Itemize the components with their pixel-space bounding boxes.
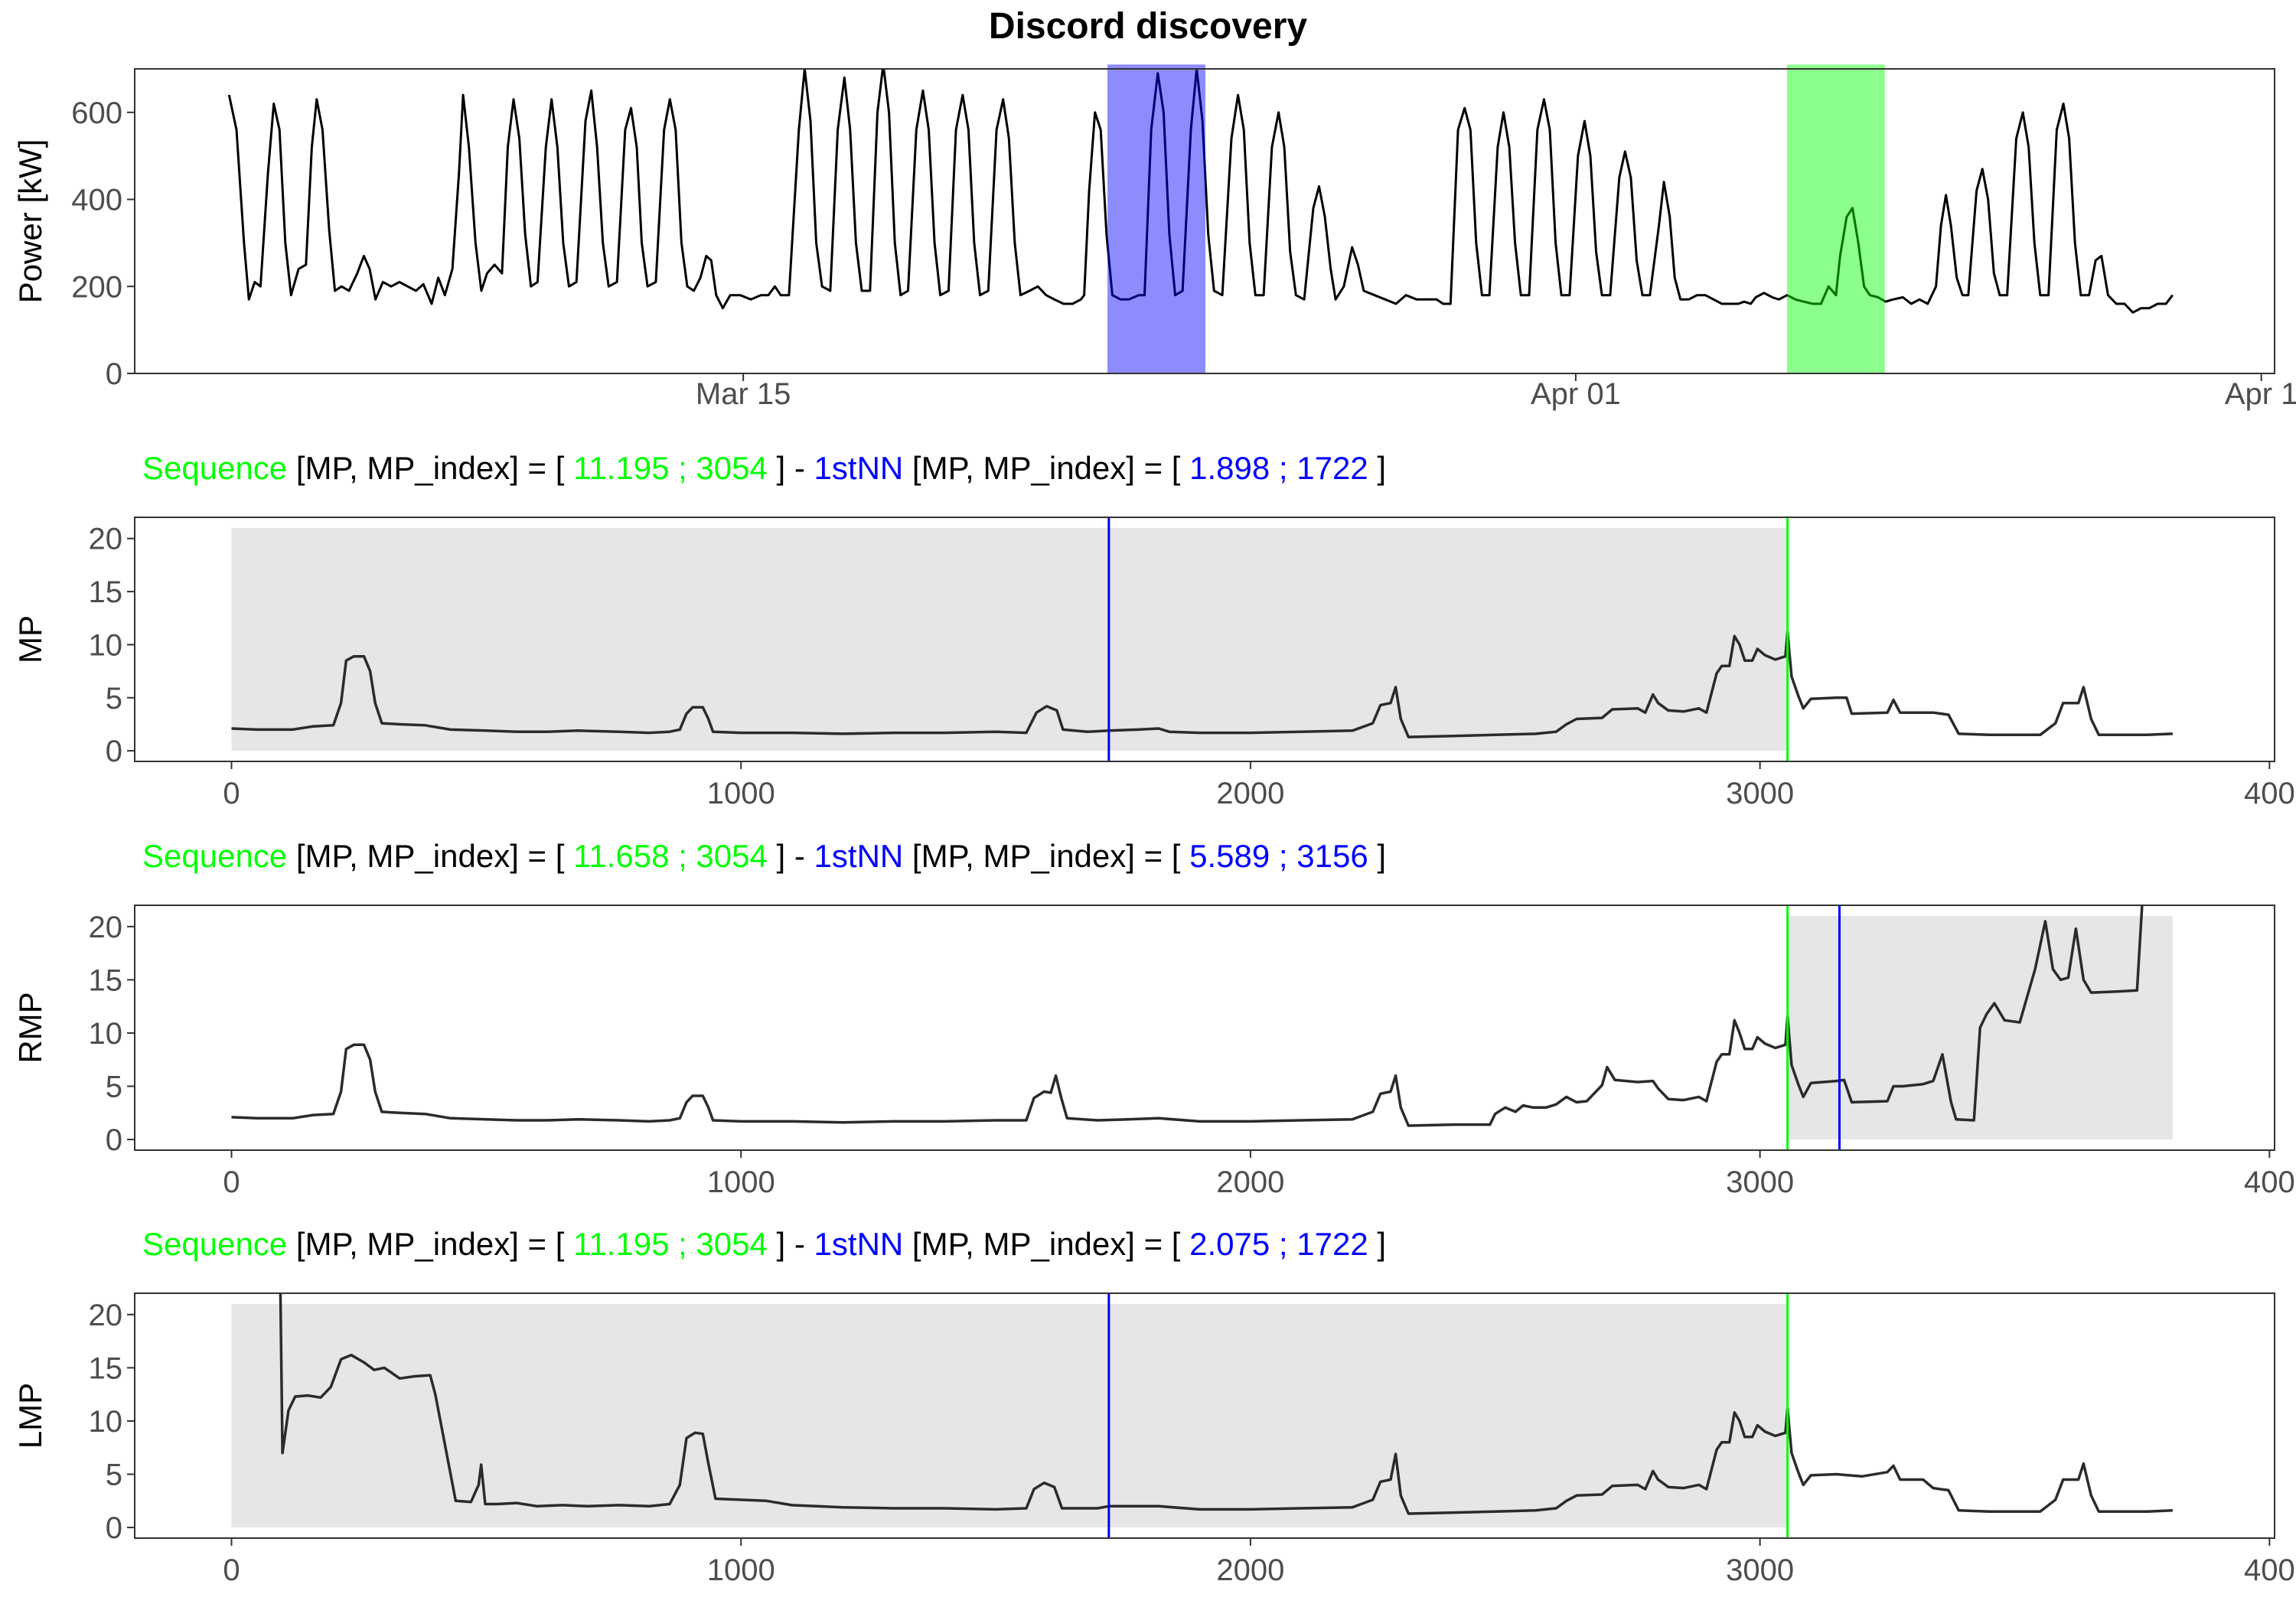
x-tick-label: 1000	[707, 1165, 775, 1199]
panel-power-kw-: 0 200 400 600 Mar 15 Apr 01 Apr 1 Power [kW]	[12, 64, 2296, 411]
plot-frame	[134, 1292, 2275, 1539]
y-tick-label: 0	[106, 735, 122, 768]
subtitle-nn-value: 5.589 ; 3156	[1189, 838, 1368, 874]
subtitle-bracket: [MP, MP_index] = [	[903, 1226, 1189, 1262]
subtitle-bracket: [MP, MP_index] = [	[287, 1226, 573, 1262]
y-tick-label: 0	[106, 357, 122, 391]
panel-subtitle: Sequence [MP, MP_index] = [ 11.195 ; 305…	[142, 1226, 1386, 1262]
panel-rmp: 0 5 10 15 20 0 1000 2000 3000 400 RMP Sequence [MP,…	[12, 838, 2295, 1199]
y-tick-label: 200	[71, 270, 122, 304]
subtitle-sequence-value: 11.195 ; 3054	[573, 450, 768, 486]
y-tick-label: 20	[89, 1299, 123, 1332]
subtitle-separator: ] -	[768, 1226, 814, 1262]
x-tick-label: 2000	[1216, 1553, 1284, 1587]
subtitle-end: ]	[1368, 1226, 1386, 1262]
shaded-region	[231, 527, 1788, 751]
y-axis-label: Power [kW]	[12, 139, 48, 304]
subtitle-nn-label: 1stNN	[814, 450, 904, 486]
nearest-neighbor-highlight	[1107, 64, 1205, 374]
y-axis-label: RMP	[12, 992, 48, 1063]
x-tick-label: Apr 01	[1531, 377, 1621, 411]
x-tick-label: Apr 1	[2225, 377, 2296, 411]
x-tick-label: 0	[223, 1553, 240, 1587]
y-tick-label: 5	[106, 1459, 122, 1492]
x-tick-label: 0	[223, 777, 240, 810]
subtitle-bracket: [MP, MP_index] = [	[287, 450, 573, 486]
y-tick-label: 15	[89, 963, 123, 997]
panel-lmp: 0 5 10 15 20 0 1000 2000 3000 400 LMP Sequence [MP,…	[12, 1226, 2295, 1587]
subtitle-end: ]	[1368, 450, 1386, 486]
subtitle-bracket: [MP, MP_index] = [	[903, 838, 1189, 874]
y-tick-label: 10	[89, 1405, 123, 1439]
series-line	[279, 1293, 2173, 1515]
panel-subtitle: Sequence [MP, MP_index] = [ 11.195 ; 305…	[142, 450, 1386, 486]
subtitle-sequence-label: Sequence	[142, 1226, 287, 1262]
y-tick-label: 10	[89, 628, 123, 662]
series-line	[227, 69, 2174, 314]
y-tick-label: 15	[89, 575, 123, 609]
x-tick-label: 1000	[707, 777, 775, 810]
x-tick-label: 0	[223, 1165, 240, 1199]
x-tick-label: 3000	[1726, 1165, 1794, 1199]
subtitle-sequence-value: 11.195 ; 3054	[573, 1226, 768, 1262]
series-line	[231, 631, 2173, 738]
x-tick-label: 2000	[1216, 1165, 1284, 1199]
subtitle-separator: ] -	[768, 838, 814, 874]
y-tick-label: 600	[71, 96, 122, 130]
x-tick-label: 1000	[707, 1553, 775, 1587]
x-tick-label: 2000	[1216, 777, 1284, 810]
x-tick-label: 400	[2244, 1165, 2295, 1199]
y-tick-label: 0	[106, 1511, 122, 1545]
subtitle-nn-label: 1stNN	[814, 1226, 904, 1262]
x-tick-label: 3000	[1726, 1553, 1794, 1587]
subtitle-nn-value: 2.075 ; 1722	[1189, 1226, 1368, 1262]
discord-highlight	[1786, 64, 1885, 374]
series-line	[231, 905, 2144, 1127]
figure-title: Discord discovery	[989, 6, 1307, 47]
y-tick-label: 0	[106, 1123, 122, 1157]
subtitle-sequence-value: 11.658 ; 3054	[573, 838, 768, 874]
shaded-region	[231, 1303, 1788, 1528]
subtitle-bracket: [MP, MP_index] = [	[287, 838, 573, 874]
y-tick-label: 20	[89, 911, 123, 944]
x-tick-label: 400	[2244, 777, 2295, 810]
subtitle-sequence-label: Sequence	[142, 838, 287, 874]
subtitle-nn-label: 1stNN	[814, 838, 904, 874]
x-tick-label: 3000	[1726, 777, 1794, 810]
subtitle-end: ]	[1368, 838, 1386, 874]
subtitle-bracket: [MP, MP_index] = [	[903, 450, 1189, 486]
y-tick-label: 10	[89, 1017, 123, 1051]
panel-subtitle: Sequence [MP, MP_index] = [ 11.658 ; 305…	[142, 838, 1386, 874]
y-tick-label: 5	[106, 1071, 122, 1104]
y-axis-label: MP	[12, 615, 48, 663]
x-tick-label: 400	[2244, 1553, 2295, 1587]
plot-frame	[134, 68, 2275, 374]
y-tick-label: 20	[89, 523, 123, 556]
plot-frame	[134, 905, 2275, 1151]
subtitle-nn-value: 1.898 ; 1722	[1189, 450, 1368, 486]
y-tick-label: 400	[71, 184, 122, 217]
y-tick-label: 15	[89, 1351, 123, 1385]
panel-mp: 0 5 10 15 20 0 1000 2000 3000 400 MP Sequence [MP, …	[12, 450, 2295, 810]
subtitle-sequence-label: Sequence	[142, 450, 287, 486]
x-tick-label: Mar 15	[696, 377, 791, 411]
subtitle-separator: ] -	[768, 450, 814, 486]
y-tick-label: 5	[106, 682, 122, 715]
plot-frame	[134, 517, 2275, 762]
y-axis-label: LMP	[12, 1383, 48, 1449]
